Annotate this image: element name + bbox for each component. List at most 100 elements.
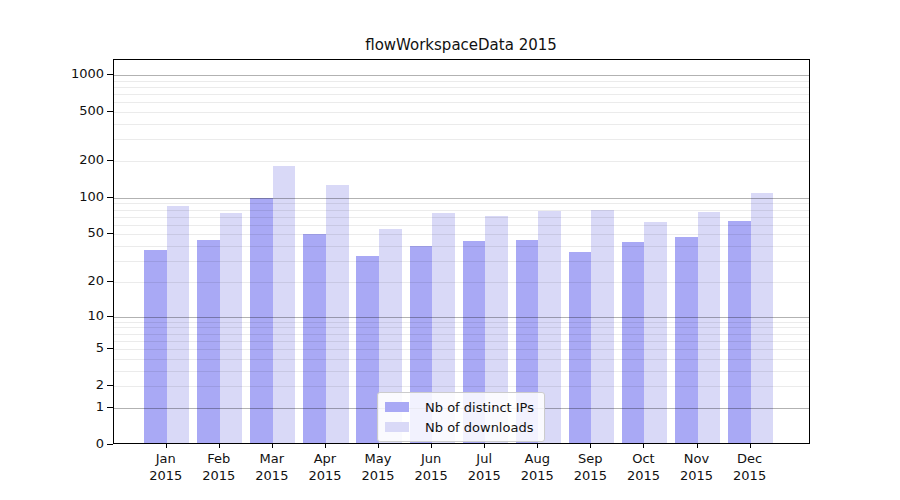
x-tick-label-month: May (348, 450, 408, 467)
y-tick (107, 74, 113, 75)
x-tick-label-month: Sep (560, 450, 620, 467)
y-tick-label: 20 (0, 273, 104, 289)
gridline-major (114, 198, 809, 199)
x-tick-label: Sep2015 (560, 450, 620, 484)
legend-swatch-downloads (385, 422, 409, 432)
x-tick-label-month: Oct (613, 450, 673, 467)
y-tick (107, 111, 113, 112)
x-tick-label: May2015 (348, 450, 408, 484)
x-tick (325, 444, 326, 448)
x-tick-label-year: 2015 (242, 467, 302, 484)
x-tick-label: Jan2015 (136, 450, 196, 484)
x-tick-label: Jun2015 (401, 450, 461, 484)
x-tick (697, 444, 698, 448)
gridline-minor (114, 210, 809, 211)
x-tick (431, 444, 432, 448)
y-tick (107, 197, 113, 198)
gridline-minor (114, 327, 809, 328)
gridline-minor (114, 94, 809, 95)
x-tick-label: Aug2015 (507, 450, 567, 484)
x-tick-label-year: 2015 (295, 467, 355, 484)
bar-downloads (751, 193, 774, 444)
legend-item-distinct-ips: Nb of distinct IPs (385, 397, 534, 417)
x-tick-label-year: 2015 (189, 467, 249, 484)
legend-swatch-distinct-ips (385, 402, 409, 412)
gridline-minor (114, 386, 809, 387)
chart-title: flowWorkspaceData 2015 (365, 36, 557, 54)
gridline-minor (114, 124, 809, 125)
x-tick-label-month: Nov (667, 450, 727, 467)
y-tick (107, 444, 113, 445)
x-tick-label-month: Apr (295, 450, 355, 467)
x-tick-label-year: 2015 (720, 467, 780, 484)
gridline-minor (114, 359, 809, 360)
y-tick (107, 407, 113, 408)
x-tick-label-year: 2015 (507, 467, 567, 484)
x-tick-label-month: Feb (189, 450, 249, 467)
x-tick (484, 444, 485, 448)
y-tick-label: 1000 (0, 66, 104, 82)
x-tick-label-year: 2015 (401, 467, 461, 484)
gridline-minor (114, 246, 809, 247)
bar-distinct-ips (356, 256, 379, 444)
legend: Nb of distinct IPs Nb of downloads (377, 392, 545, 442)
y-tick (107, 385, 113, 386)
legend-label-downloads: Nb of downloads (425, 420, 533, 435)
x-tick (272, 444, 273, 448)
gridline-minor (114, 322, 809, 323)
gridline-minor (114, 112, 809, 113)
x-tick-label-month: Dec (720, 450, 780, 467)
gridline-minor (114, 234, 809, 235)
legend-item-downloads: Nb of downloads (385, 417, 534, 437)
gridline-minor (114, 341, 809, 342)
x-tick-label-year: 2015 (613, 467, 673, 484)
x-tick (537, 444, 538, 448)
y-tick-label: 200 (0, 152, 104, 168)
x-tick-label-month: Jun (401, 450, 461, 467)
gridline-minor (114, 102, 809, 103)
bar-distinct-ips (303, 234, 326, 444)
gridline-minor (114, 334, 809, 335)
x-tick-label-month: Jul (454, 450, 514, 467)
x-tick (750, 444, 751, 448)
bar-downloads (220, 213, 243, 444)
plot-area (113, 59, 810, 444)
legend-label-distinct-ips: Nb of distinct IPs (425, 400, 534, 415)
x-tick-label: Dec2015 (720, 450, 780, 484)
gridline-minor (114, 282, 809, 283)
bar-downloads (273, 166, 296, 444)
y-tick-label: 5 (0, 340, 104, 356)
gridline-minor (114, 217, 809, 218)
x-tick-label-year: 2015 (667, 467, 727, 484)
x-tick-label-year: 2015 (560, 467, 620, 484)
y-tick-label: 10 (0, 308, 104, 324)
gridline-minor (114, 261, 809, 262)
x-tick-label-year: 2015 (348, 467, 408, 484)
y-tick (107, 348, 113, 349)
x-tick-label: Jul2015 (454, 450, 514, 484)
gridline-minor (114, 87, 809, 88)
gridline-minor (114, 139, 809, 140)
x-tick-label-month: Mar (242, 450, 302, 467)
x-tick-label-month: Aug (507, 450, 567, 467)
gridline-minor (114, 225, 809, 226)
y-tick-label: 0 (0, 436, 104, 452)
y-tick-label: 50 (0, 225, 104, 241)
gridline-minor (114, 161, 809, 162)
x-tick (166, 444, 167, 448)
y-tick-label: 100 (0, 189, 104, 205)
y-tick (107, 160, 113, 161)
bar-downloads (326, 185, 349, 444)
bar-distinct-ips (622, 242, 645, 444)
gridline-minor (114, 371, 809, 372)
bar-distinct-ips (144, 250, 167, 444)
x-tick-label: Oct2015 (613, 450, 673, 484)
y-tick-label: 500 (0, 103, 104, 119)
x-tick-label: Apr2015 (295, 450, 355, 484)
y-tick (107, 233, 113, 234)
gridline-major (114, 317, 809, 318)
x-tick-label: Mar2015 (242, 450, 302, 484)
figure: flowWorkspaceData 2015 Nb of distinct IP… (0, 0, 900, 500)
x-tick-label-year: 2015 (454, 467, 514, 484)
gridline-minor (114, 203, 809, 204)
